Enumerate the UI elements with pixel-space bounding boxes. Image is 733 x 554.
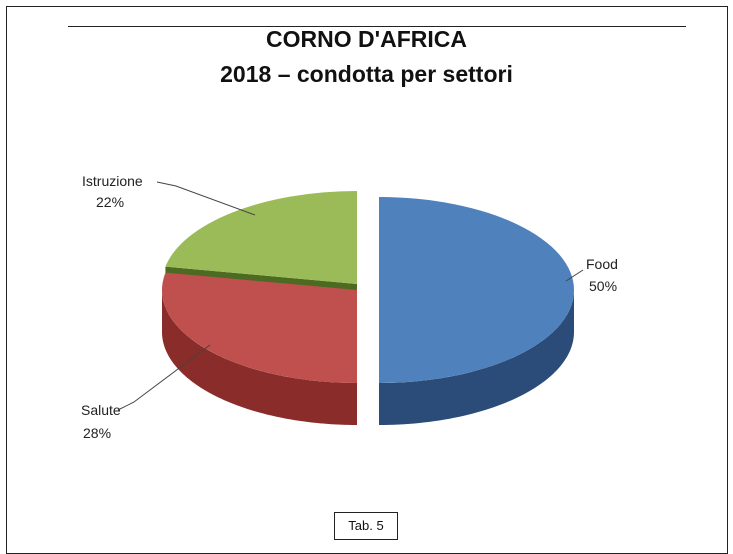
pie-slice-istruzione — [165, 191, 357, 284]
chart-title: CORNO D'AFRICA — [266, 26, 467, 52]
slice-label-istruzione: Istruzione — [82, 173, 143, 189]
slice-value-food: 50% — [589, 278, 617, 294]
slice-value-istruzione: 22% — [96, 194, 124, 210]
table-number-label: Tab. 5 — [334, 512, 398, 540]
slice-label-food: Food — [586, 256, 618, 272]
top-rule — [68, 26, 686, 27]
pie-side-food — [379, 290, 574, 425]
slice-value-salute: 28% — [83, 425, 111, 441]
pie-slice-salute — [161, 272, 357, 383]
leader-line-salute — [117, 344, 211, 411]
chart-subtitle: 2018 – condotta per settori — [220, 61, 513, 87]
pie-slices — [161, 191, 574, 383]
pie-leader-lines — [117, 181, 584, 411]
leader-line-istruzione — [156, 181, 256, 216]
leader-line-food — [565, 269, 584, 282]
pie-side-salute — [162, 290, 357, 425]
pie-slice-food — [379, 197, 574, 383]
slice-label-salute: Salute — [81, 402, 121, 418]
